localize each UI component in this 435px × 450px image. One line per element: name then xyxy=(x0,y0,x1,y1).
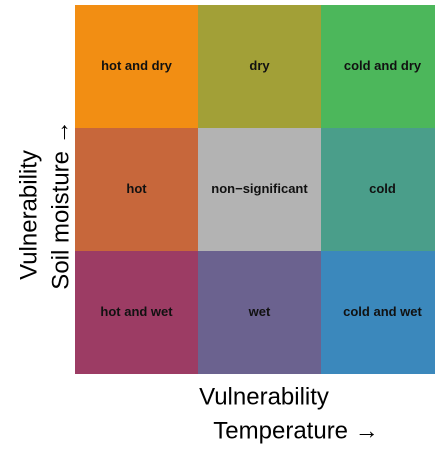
cell xyxy=(198,128,321,251)
cell xyxy=(75,128,198,251)
cell-label: non−significant xyxy=(211,181,308,196)
x-axis-label: Vulnerability xyxy=(199,383,329,410)
cell xyxy=(321,128,435,251)
y-axis-label: Vulnerability xyxy=(15,150,42,280)
cell xyxy=(198,5,321,128)
cell-label: hot and dry xyxy=(101,58,173,73)
cell-label: hot and wet xyxy=(100,304,173,319)
cell-label: hot xyxy=(126,181,147,196)
cell xyxy=(198,251,321,374)
cell xyxy=(75,5,198,128)
cell-label: wet xyxy=(248,304,271,319)
y-axis-label: Soil moisture → xyxy=(47,120,74,289)
cell xyxy=(75,251,198,374)
grid: hot and dry dry cold and dry hot non−signifi… xyxy=(75,5,435,374)
x-axis-label: Temperature → xyxy=(213,417,378,444)
cell-label: cold xyxy=(369,181,396,196)
cell-label: cold and wet xyxy=(343,304,422,319)
cell-label: dry xyxy=(249,58,270,73)
cell xyxy=(321,251,435,374)
cell xyxy=(321,5,435,128)
cell-label: cold and dry xyxy=(344,58,422,73)
